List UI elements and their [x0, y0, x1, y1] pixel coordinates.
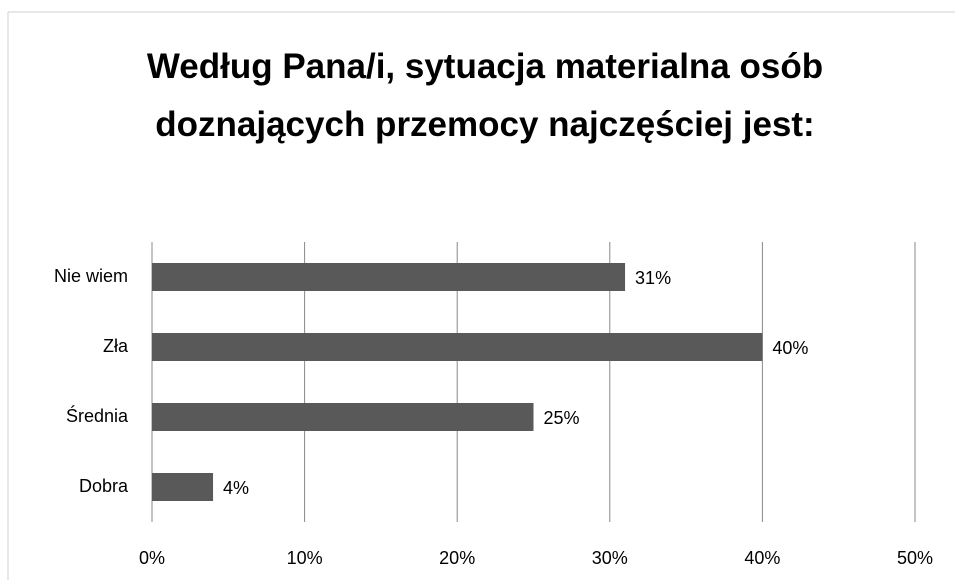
data-label: 25% — [544, 408, 580, 428]
data-label: 31% — [635, 268, 671, 288]
x-tick-label: 50% — [897, 548, 933, 568]
x-tick-label: 30% — [592, 548, 628, 568]
y-tick-label: Zła — [103, 336, 129, 356]
y-tick-label: Dobra — [79, 476, 129, 496]
bar — [152, 263, 626, 291]
y-tick-label: Nie wiem — [54, 266, 128, 286]
x-tick-label: 20% — [439, 548, 475, 568]
chart-title: Według Pana/i, sytuacja materialna osób … — [146, 47, 824, 144]
x-tick-label: 0% — [139, 548, 165, 568]
x-tick-label: 40% — [744, 548, 780, 568]
bar — [152, 333, 763, 361]
bar — [152, 403, 534, 431]
data-label: 40% — [772, 338, 808, 358]
data-label: 4% — [223, 478, 249, 498]
x-tick-label: 10% — [287, 548, 323, 568]
bar — [152, 473, 214, 501]
y-tick-label: Średnia — [66, 405, 129, 426]
